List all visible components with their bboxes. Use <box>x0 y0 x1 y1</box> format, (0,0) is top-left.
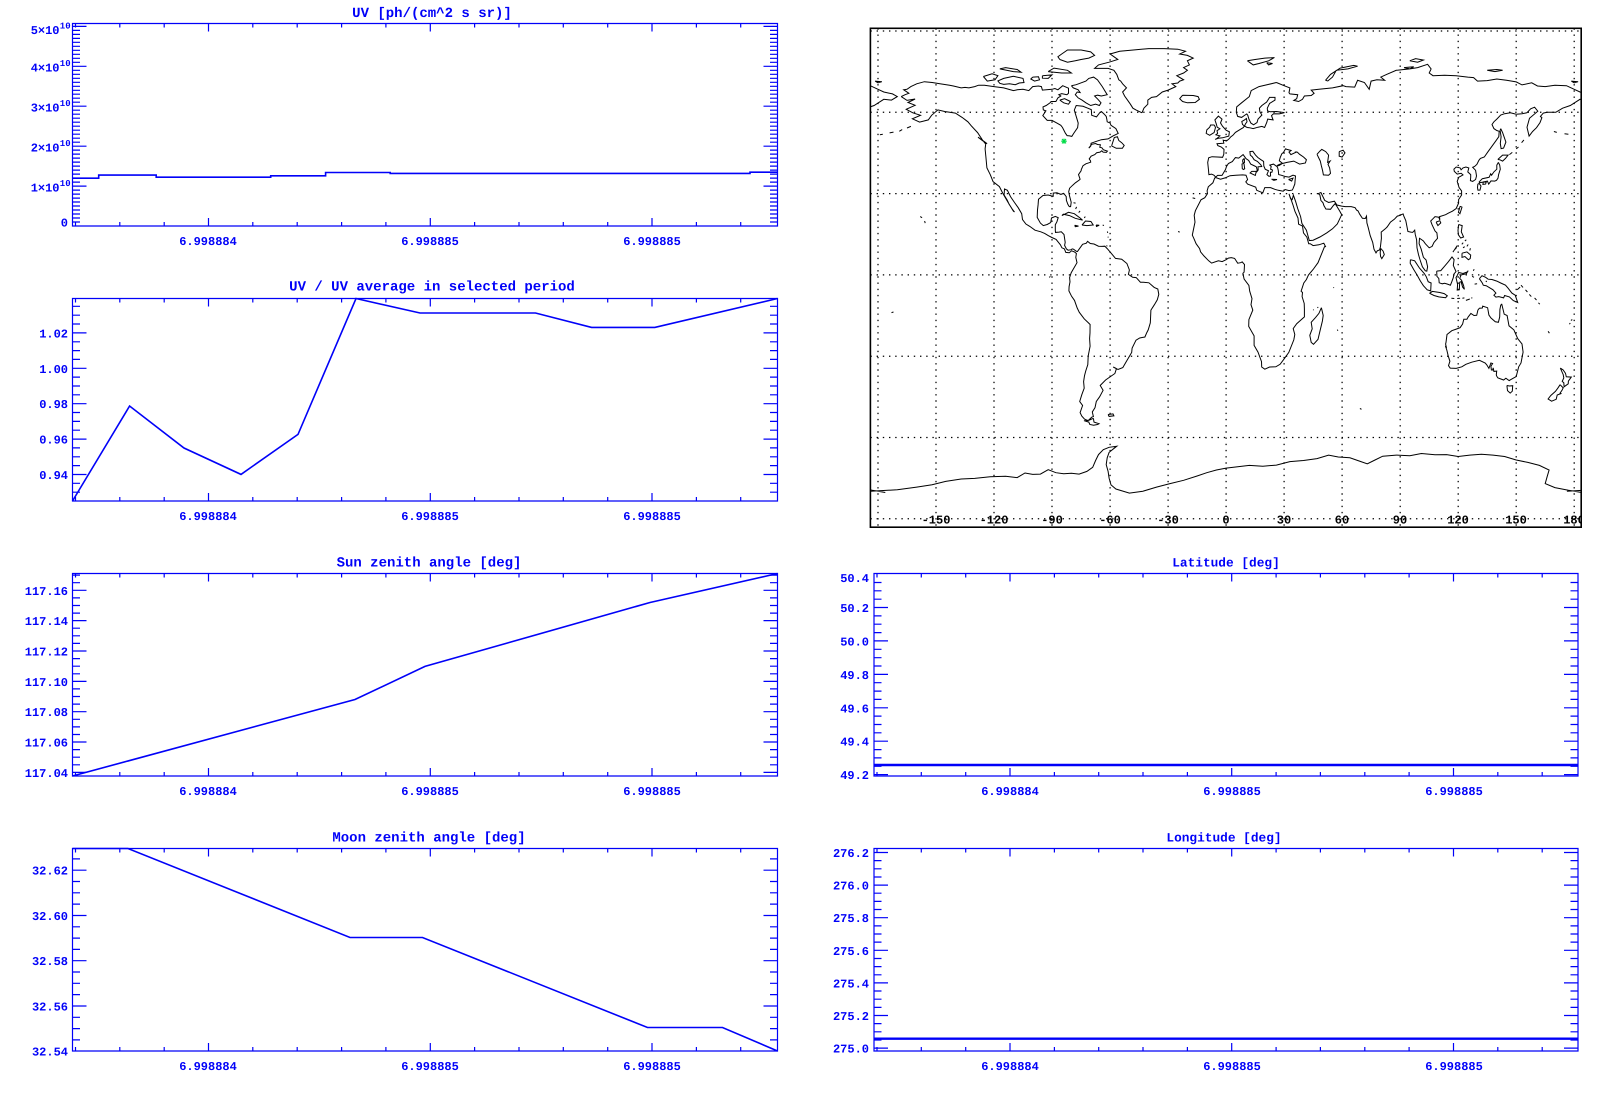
svg-text:-120: -120 <box>980 514 1009 528</box>
svg-text:32.56: 32.56 <box>32 1001 68 1015</box>
svg-text:6.998884: 6.998884 <box>179 785 237 799</box>
svg-text:117.12: 117.12 <box>25 646 68 660</box>
svg-text:UV / UV average in selected pe: UV / UV average in selected period <box>289 280 575 296</box>
svg-text:Moon zenith angle [deg]: Moon zenith angle [deg] <box>332 831 525 847</box>
svg-text:-30: -30 <box>1157 514 1179 528</box>
svg-text:6.998885: 6.998885 <box>623 785 681 799</box>
svg-text:90: 90 <box>1393 514 1407 528</box>
svg-text:6.998884: 6.998884 <box>981 1060 1039 1074</box>
svg-text:4×10: 4×10 <box>31 62 60 76</box>
svg-text:117.08: 117.08 <box>25 706 68 720</box>
svg-text:10: 10 <box>60 59 71 69</box>
svg-text:-150: -150 <box>922 514 951 528</box>
svg-text:-90: -90 <box>1041 514 1063 528</box>
svg-text:0.98: 0.98 <box>39 398 68 412</box>
svg-text:120: 120 <box>1447 514 1469 528</box>
svg-text:275.6: 275.6 <box>833 945 869 959</box>
svg-text:6.998885: 6.998885 <box>623 1060 681 1074</box>
svg-text:275.4: 275.4 <box>833 977 869 991</box>
svg-text:UV [ph/(cm^2 s sr)]: UV [ph/(cm^2 s sr)] <box>352 6 512 22</box>
svg-text:Sun zenith angle [deg]: Sun zenith angle [deg] <box>337 556 522 572</box>
svg-text:50.4: 50.4 <box>840 572 869 586</box>
svg-text:6.998885: 6.998885 <box>1425 785 1483 799</box>
svg-text:276.0: 276.0 <box>833 880 869 894</box>
svg-text:0.96: 0.96 <box>39 434 68 448</box>
svg-text:6.998885: 6.998885 <box>1425 1060 1483 1074</box>
svg-text:5×10: 5×10 <box>31 24 60 38</box>
svg-text:50.0: 50.0 <box>840 635 869 649</box>
svg-text:150: 150 <box>1505 514 1527 528</box>
svg-text:275.0: 275.0 <box>833 1043 869 1057</box>
svg-text:6.998885: 6.998885 <box>1203 785 1261 799</box>
svg-text:49.4: 49.4 <box>840 736 869 750</box>
svg-text:Longitude [deg]: Longitude [deg] <box>1166 831 1281 846</box>
svg-text:2×10: 2×10 <box>31 141 60 155</box>
svg-text:10: 10 <box>60 139 71 149</box>
svg-text:1.02: 1.02 <box>39 327 68 341</box>
svg-text:276.2: 276.2 <box>833 847 869 861</box>
svg-text:6.998885: 6.998885 <box>623 235 681 249</box>
svg-text:117.14: 117.14 <box>25 615 68 629</box>
svg-text:117.10: 117.10 <box>25 676 68 690</box>
svg-text:60: 60 <box>1335 514 1349 528</box>
svg-text:0: 0 <box>1222 514 1229 528</box>
svg-text:275.8: 275.8 <box>833 912 869 926</box>
svg-text:6.998885: 6.998885 <box>623 510 681 524</box>
svg-text:6.998885: 6.998885 <box>401 510 459 524</box>
svg-text:6.998884: 6.998884 <box>981 785 1039 799</box>
svg-text:49.6: 49.6 <box>840 702 869 716</box>
svg-text:0: 0 <box>61 217 68 231</box>
svg-text:32.62: 32.62 <box>32 865 68 879</box>
svg-text:10: 10 <box>60 99 71 109</box>
svg-text:49.2: 49.2 <box>840 769 869 783</box>
svg-text:6.998884: 6.998884 <box>179 1060 237 1074</box>
svg-text:117.04: 117.04 <box>25 767 68 781</box>
svg-text:1×10: 1×10 <box>31 181 60 195</box>
svg-text:6.998885: 6.998885 <box>401 235 459 249</box>
svg-text:6.998885: 6.998885 <box>401 1060 459 1074</box>
svg-text:117.16: 117.16 <box>25 585 68 599</box>
svg-text:30: 30 <box>1277 514 1291 528</box>
svg-text:0.94: 0.94 <box>39 469 68 483</box>
svg-text:180: 180 <box>1563 514 1585 528</box>
svg-text:275.2: 275.2 <box>833 1010 869 1024</box>
svg-text:50.2: 50.2 <box>840 602 869 616</box>
svg-text:32.60: 32.60 <box>32 910 68 924</box>
svg-text:10: 10 <box>60 179 71 189</box>
svg-text:49.8: 49.8 <box>840 669 869 683</box>
svg-text:-60: -60 <box>1099 514 1121 528</box>
svg-text:10: 10 <box>60 22 71 32</box>
svg-text:117.06: 117.06 <box>25 737 68 751</box>
svg-text:32.54: 32.54 <box>32 1046 68 1060</box>
svg-text:Latitude [deg]: Latitude [deg] <box>1172 556 1280 571</box>
svg-text:3×10: 3×10 <box>31 101 60 115</box>
svg-text:1.00: 1.00 <box>39 363 68 377</box>
svg-text:6.998885: 6.998885 <box>401 785 459 799</box>
svg-text:6.998885: 6.998885 <box>1203 1060 1261 1074</box>
svg-text:6.998884: 6.998884 <box>179 235 237 249</box>
svg-text:32.58: 32.58 <box>32 955 68 969</box>
svg-text:6.998884: 6.998884 <box>179 510 237 524</box>
